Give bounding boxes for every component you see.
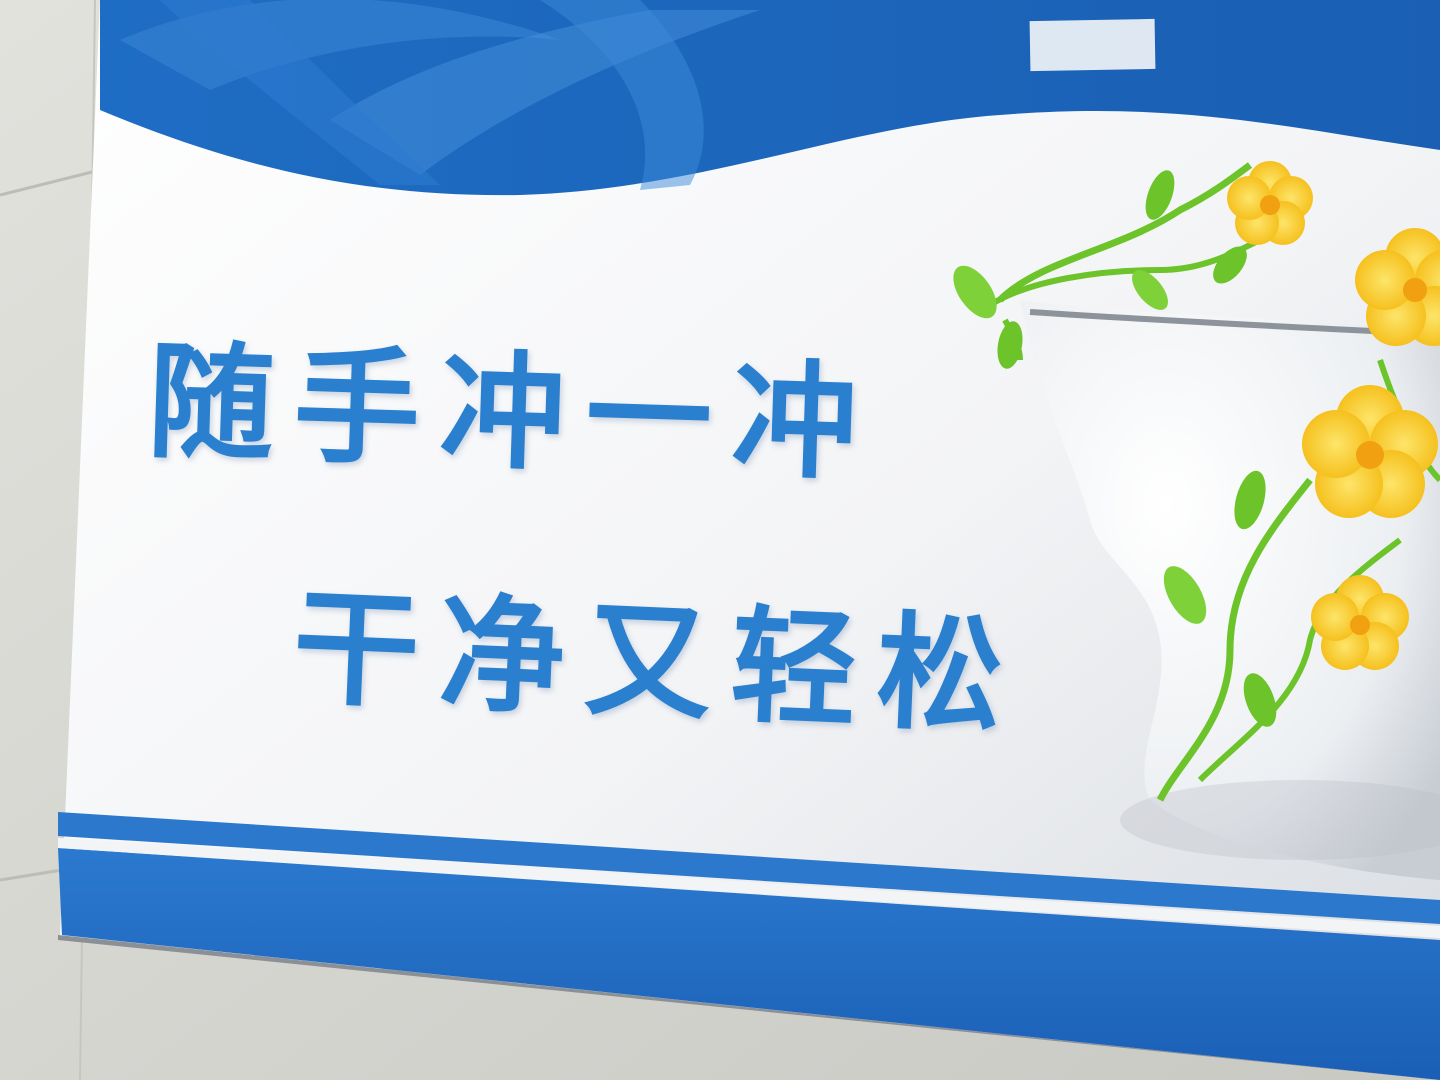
slogan-line-2: 干净又轻松 [290,573,1026,752]
flower-vine-decoration [953,161,1440,802]
slogan-line-1: 随手冲一冲 [145,327,880,498]
